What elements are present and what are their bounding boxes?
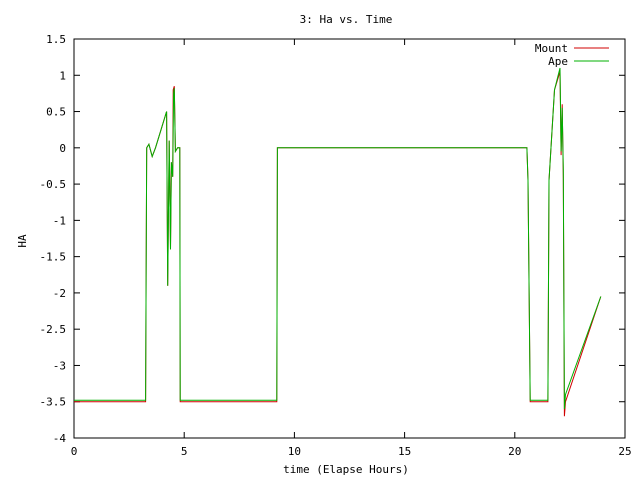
x-axis-label: time (Elapse Hours) <box>283 463 409 476</box>
x-tick-label: 15 <box>398 445 411 458</box>
y-tick-label: -4 <box>53 432 67 445</box>
y-axis-label: HA <box>16 234 29 248</box>
legend-label-mount: Mount <box>535 42 568 55</box>
y-tick-label: 0.5 <box>46 106 66 119</box>
series-line-mount <box>74 71 602 417</box>
axis-ticks: 0 5 10 15 20 25 1.5 1 0.5 0 -0.5 -1 -1.5 -2 -2.5 -3 -3.5… <box>40 33 632 458</box>
y-tick-label: 1 <box>59 69 66 82</box>
legend-label-ape: Ape <box>548 55 568 68</box>
x-tick-label: 10 <box>288 445 301 458</box>
y-tick-label: -2 <box>53 287 66 300</box>
x-tick-label: 25 <box>618 445 631 458</box>
y-tick-label: 0 <box>59 142 66 155</box>
y-tick-label: -0.5 <box>40 178 67 191</box>
series-line-ape <box>74 67 602 410</box>
x-tick-label: 20 <box>508 445 521 458</box>
y-tick-label: 1.5 <box>46 33 66 46</box>
y-tick-label: -2.5 <box>40 323 67 336</box>
y-tick-label: -1 <box>53 214 66 227</box>
x-tick-label: 5 <box>181 445 188 458</box>
chart-title: 3: Ha vs. Time <box>300 13 393 26</box>
plot-area <box>73 38 626 439</box>
y-tick-label: -1.5 <box>40 251 67 264</box>
x-tick-label: 0 <box>71 445 78 458</box>
series-layer <box>74 67 602 417</box>
y-tick-label: -3.5 <box>40 396 67 409</box>
y-tick-label: -3 <box>53 359 66 372</box>
